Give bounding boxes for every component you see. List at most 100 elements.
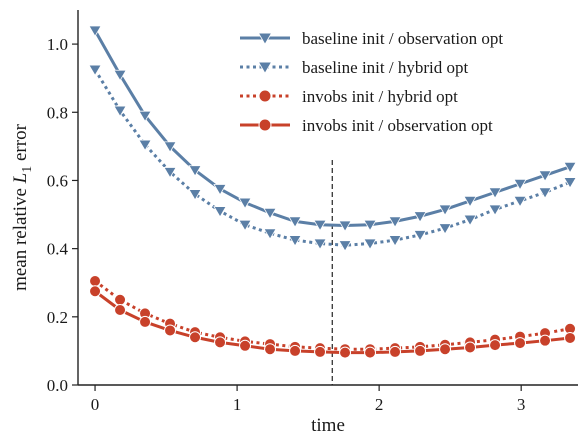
data-point (114, 293, 127, 306)
data-point (113, 69, 127, 82)
data-point (89, 275, 102, 288)
data-point (464, 341, 477, 354)
legend-item: invobs init / hybrid opt (240, 87, 458, 106)
data-point (463, 214, 477, 227)
x-tick-label: 3 (517, 395, 526, 414)
data-point (238, 219, 252, 232)
data-point (88, 25, 102, 37)
y-axis-label-prefix: mean relative (10, 183, 31, 291)
data-point (413, 230, 427, 242)
y-tick-label: 0.6 (47, 171, 68, 190)
legend: baseline init / observation opt baseline … (240, 29, 503, 135)
legend-item: baseline init / observation opt (240, 29, 503, 48)
data-point (89, 285, 102, 298)
data-point (288, 216, 302, 228)
data-point (88, 64, 102, 77)
legend-label: baseline init / hybrid opt (302, 58, 468, 77)
data-point (264, 343, 277, 356)
series-2 (88, 64, 577, 252)
legend-marker (257, 61, 273, 74)
y-axis-label: mean relative L1 error (10, 123, 35, 291)
data-point (514, 337, 527, 350)
data-point (438, 204, 452, 216)
data-point (489, 339, 502, 352)
data-point (388, 216, 402, 228)
series-line (93, 68, 571, 247)
legend-item: invobs init / observation opt (240, 116, 493, 135)
axes: 0 1 2 3 0.0 0.2 0.4 0.6 0.8 1.0 time mean relati… (10, 10, 578, 436)
data-point (113, 105, 127, 118)
data-point (439, 343, 452, 356)
data-point (364, 346, 377, 359)
y-tick-label: 0.8 (47, 103, 68, 122)
y-tick-label: 0.2 (47, 308, 68, 327)
data-point (213, 206, 227, 218)
data-point (338, 220, 352, 232)
data-point (213, 184, 227, 196)
data-point (338, 240, 352, 252)
y-tick-label: 1.0 (47, 35, 68, 54)
data-point (564, 331, 577, 344)
legend-item: baseline init / hybrid opt (240, 58, 468, 77)
data-point (389, 345, 402, 358)
data-point (414, 344, 427, 357)
legend-marker (258, 89, 272, 103)
data-point (163, 141, 177, 153)
data-point (513, 178, 527, 191)
y-axis-label-subscript: 1 (20, 166, 35, 173)
data-point (539, 334, 552, 347)
x-tick-label: 0 (91, 395, 100, 414)
data-point (138, 139, 152, 152)
y-tick-label: 0.0 (47, 376, 68, 395)
data-point (138, 110, 152, 123)
data-point (313, 219, 327, 232)
data-point (239, 339, 252, 352)
data-point (563, 177, 577, 189)
x-axis-label: time (311, 415, 345, 436)
data-point (139, 315, 152, 328)
data-point (363, 238, 377, 251)
data-point (488, 187, 502, 199)
data-point (463, 196, 477, 208)
data-point (388, 235, 402, 247)
data-point (214, 336, 227, 349)
data-point (238, 197, 252, 210)
data-point (538, 170, 552, 182)
legend-label: baseline init / observation opt (302, 29, 503, 48)
data-point (263, 228, 277, 240)
data-point (188, 189, 202, 201)
series-4 (89, 285, 577, 359)
data-point (189, 331, 202, 344)
legend-label: invobs init / observation opt (302, 116, 493, 135)
data-point (563, 161, 577, 174)
data-point (314, 345, 327, 358)
data-point (413, 211, 427, 223)
data-point (163, 167, 177, 179)
series-layer (88, 25, 577, 385)
data-point (339, 346, 352, 359)
data-point (164, 324, 177, 337)
y-ticks: 0.0 0.2 0.4 0.6 0.8 1.0 (47, 35, 78, 395)
legend-marker (258, 118, 272, 132)
data-point (313, 238, 327, 251)
data-point (438, 223, 452, 235)
y-axis-label-variable: L (10, 173, 31, 185)
data-point (513, 196, 527, 208)
legend-marker (257, 32, 273, 45)
data-point (288, 235, 302, 247)
data-point (289, 344, 302, 357)
series-line (93, 29, 571, 227)
data-point (488, 204, 502, 216)
data-point (188, 165, 202, 177)
data-point (538, 187, 552, 199)
x-tick-label: 1 (233, 395, 242, 414)
x-tick-label: 2 (375, 395, 384, 414)
data-point (363, 219, 377, 232)
y-axis-label-suffix: error (10, 123, 31, 165)
legend-label: invobs init / hybrid opt (302, 87, 458, 106)
data-point (114, 304, 127, 316)
series-1 (88, 25, 577, 232)
x-ticks: 0 1 2 3 (91, 385, 526, 414)
y-tick-label: 0.4 (47, 240, 69, 259)
